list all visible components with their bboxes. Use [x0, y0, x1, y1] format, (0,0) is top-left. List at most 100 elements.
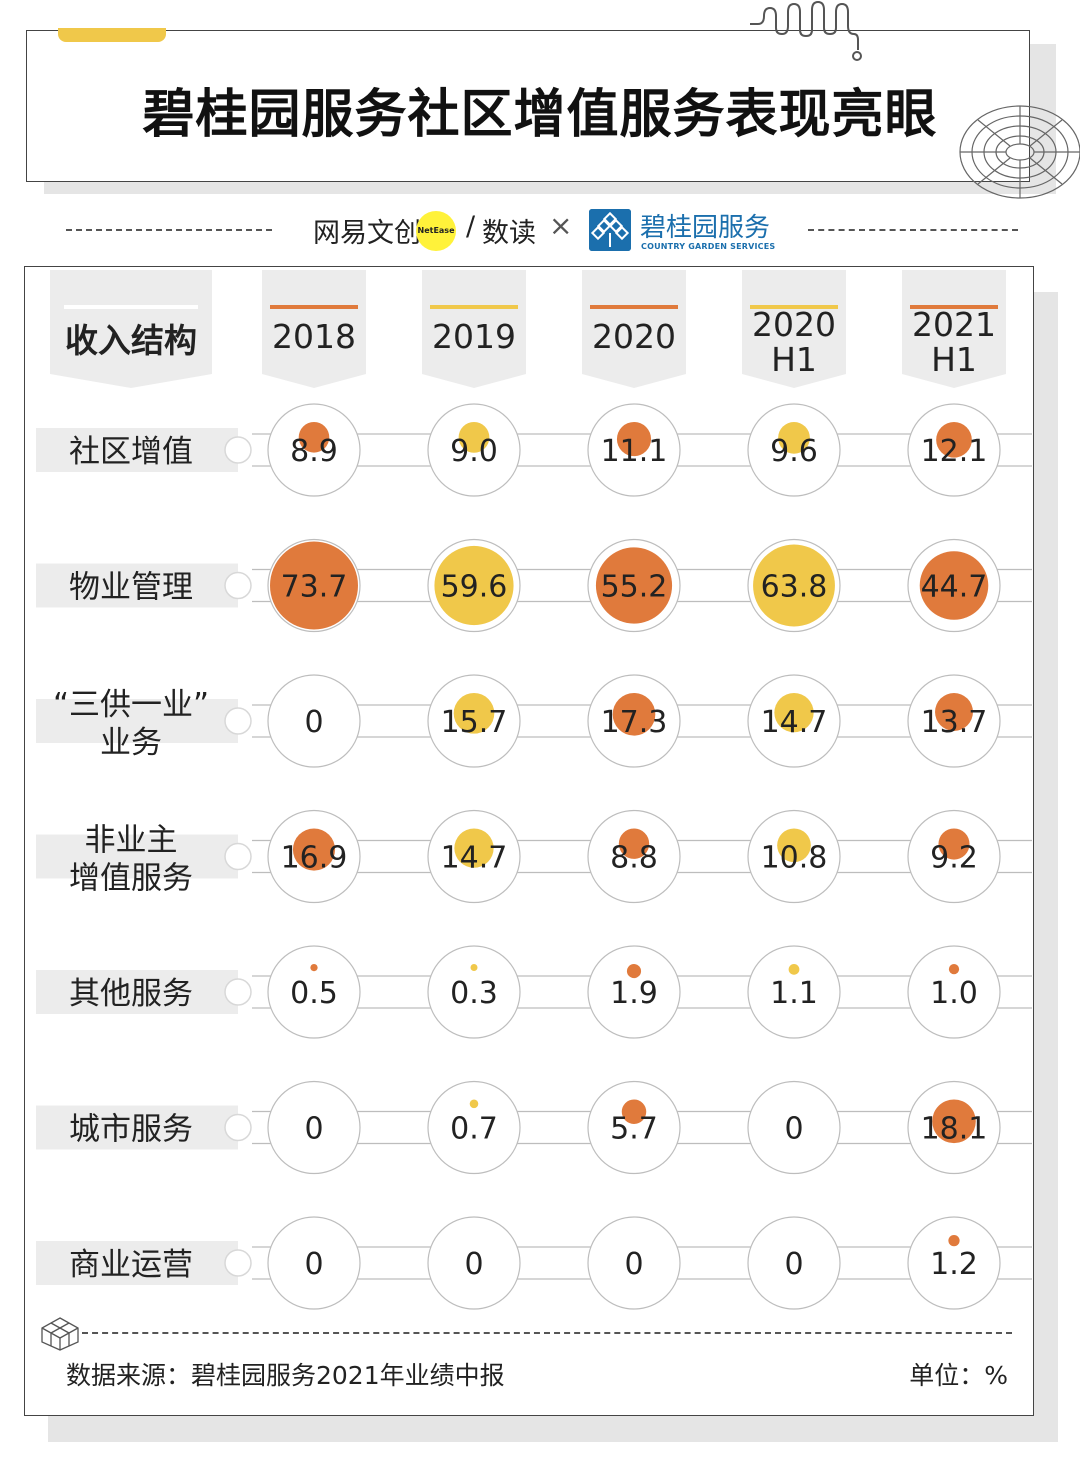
value-label: 0.7: [450, 1112, 498, 1147]
value-label: 0.5: [290, 976, 338, 1011]
row-label: 非业主: [85, 823, 178, 859]
page-title: 碧桂园服务社区增值服务表现亮眼: [142, 85, 938, 145]
header-label: 收入结构: [65, 321, 197, 360]
row-label-band: [36, 1241, 238, 1285]
value-label: 9.0: [450, 434, 498, 469]
row-label: 物业管理: [69, 570, 193, 606]
value-bubble: [626, 964, 642, 979]
torus-decoration: [959, 105, 1080, 199]
cell-outline: [587, 1080, 681, 1175]
value-bubble: [434, 545, 514, 626]
country-garden-logo-icon: [589, 209, 631, 251]
value-bubble: [469, 1099, 479, 1109]
cell-outline: [267, 674, 361, 768]
value-label: 14.7: [761, 705, 828, 740]
value-label: 8.9: [290, 434, 338, 469]
row-connector-dot: [224, 1249, 252, 1277]
cell-outline: [747, 1080, 841, 1175]
value-label: 10.8: [761, 841, 828, 876]
netease-brand: 网易文创: [313, 218, 421, 249]
value-bubble: [616, 422, 652, 457]
cell-outline: [907, 945, 1001, 1039]
value-label: 0: [304, 1112, 323, 1147]
value-bubble: [292, 828, 336, 871]
value-bubble: [270, 541, 358, 630]
cell-outline: [267, 1216, 361, 1310]
column-label: 2019: [432, 317, 516, 356]
coil-decoration: [750, 0, 862, 61]
row-label: “三供一业”: [53, 687, 209, 723]
unit-label: 单位：%: [909, 1361, 1008, 1390]
cell-outline: [747, 1216, 841, 1310]
cell-outline: [427, 1216, 521, 1310]
value-bubble: [938, 828, 970, 860]
footer-dash: [82, 1332, 1012, 1334]
row-label-band: [36, 834, 238, 879]
column-accent-bar: [590, 305, 678, 309]
value-label: 0.3: [450, 976, 498, 1011]
row-label: 增值服务: [69, 861, 193, 897]
column-label: H1: [931, 340, 977, 379]
row-connector-dot: [224, 842, 252, 871]
value-label: 0: [304, 705, 323, 740]
row-connector-dot: [224, 436, 252, 464]
shudu-brand: 数读: [482, 218, 536, 249]
row-label-band: [36, 1105, 238, 1150]
row-label-band: [36, 970, 238, 1014]
value-bubble: [621, 1099, 647, 1124]
value-label: 63.8: [761, 570, 828, 605]
value-bubble: [470, 964, 478, 971]
row-label: 其他服务: [69, 976, 193, 1012]
value-label: 8.8: [610, 841, 658, 876]
value-label: 9.2: [930, 841, 978, 876]
row-label-band: [36, 699, 238, 743]
column-label: 2020: [592, 317, 676, 356]
column-label: 2020: [752, 305, 836, 344]
column-accent-bar: [750, 305, 838, 309]
value-label: 16.9: [281, 841, 348, 876]
cell-outline: [907, 1216, 1001, 1310]
cell-outline: [267, 945, 361, 1039]
value-label: 15.7: [441, 705, 508, 740]
brand-slash: /: [466, 211, 476, 242]
column-accent-bar: [910, 305, 998, 309]
value-bubble: [612, 693, 656, 736]
row-label: 城市服务: [69, 1112, 193, 1148]
value-bubble: [298, 422, 330, 453]
column-tab: [902, 270, 1006, 388]
value-bubble: [454, 828, 494, 868]
value-label: 9.6: [770, 434, 818, 469]
value-label: 18.1: [921, 1112, 988, 1147]
cell-outline: [427, 945, 521, 1039]
title-tab: [58, 28, 166, 42]
value-bubble: [948, 1235, 960, 1247]
value-bubble: [919, 551, 989, 620]
value-label: 0: [784, 1112, 803, 1147]
value-label: 44.7: [921, 570, 988, 605]
value-bubble: [788, 964, 800, 975]
value-label: 1.0: [930, 976, 978, 1011]
value-label: 17.3: [601, 705, 668, 740]
value-bubble: [936, 422, 972, 458]
value-label: 0: [624, 1247, 643, 1282]
row-connector-dot: [224, 707, 252, 735]
value-label: 1.1: [770, 976, 818, 1011]
value-label: 59.6: [441, 570, 508, 605]
value-label: 73.7: [281, 570, 348, 605]
header-label-bar: [64, 305, 198, 309]
cell-outline: [587, 945, 681, 1039]
brand-dash-left: [66, 229, 272, 231]
value-bubble: [935, 693, 973, 731]
data-source: 数据来源：碧桂园服务2021年业绩中报: [66, 1361, 505, 1390]
times-sign: ×: [549, 209, 573, 242]
partner-name: 碧桂园服务: [640, 213, 771, 243]
column-tab: [262, 270, 366, 388]
value-bubble: [595, 547, 673, 624]
row-label: 社区增值: [69, 434, 193, 470]
cube-icon: [41, 1317, 79, 1351]
value-label: 55.2: [601, 570, 668, 605]
row-connector-dot: [224, 978, 252, 1006]
header-label-tab: [50, 270, 212, 388]
title-box: [26, 30, 1030, 182]
value-label: 12.1: [921, 434, 988, 469]
